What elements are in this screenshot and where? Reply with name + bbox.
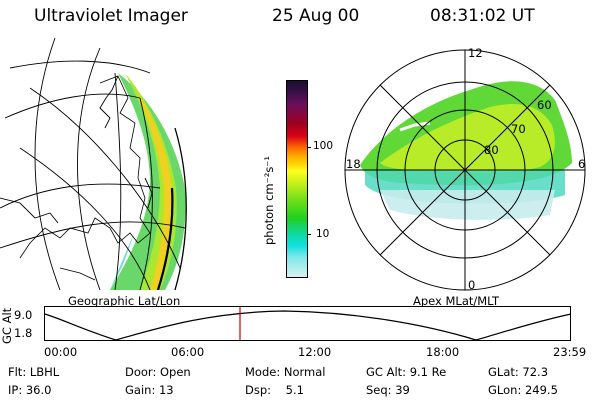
mlt-label-18: 18 xyxy=(346,157,361,171)
mlt-label-0: 0 xyxy=(468,278,476,292)
app-title: Ultraviolet Imager xyxy=(34,6,188,26)
polar-plot xyxy=(344,49,586,291)
mlat-label-60: 60 xyxy=(537,98,552,112)
gc-alt-tick-low: 1.8 xyxy=(14,326,33,340)
time-tick-0000: 00:00 xyxy=(44,345,78,359)
colorbar-unit-label: photon cm⁻²s⁻¹ xyxy=(262,156,276,245)
info-glon: GLon: 249.5 xyxy=(488,383,558,397)
gc-alt-axis-label: GC Alt xyxy=(0,307,14,344)
observation-date: 25 Aug 00 xyxy=(272,6,360,26)
info-dsp: Dsp: 5.1 xyxy=(245,383,304,397)
info-door: Door: Open xyxy=(125,365,191,379)
time-tick-1200: 12:00 xyxy=(298,345,332,359)
time-tick-0600: 06:00 xyxy=(171,345,205,359)
altitude-timeline xyxy=(44,306,572,341)
mlt-label-6: 6 xyxy=(578,157,586,171)
mlat-label-80: 80 xyxy=(484,143,499,157)
mlt-label-12: 12 xyxy=(468,46,483,60)
colorbar-tick-100: 100 xyxy=(313,140,334,152)
info-glat: GLat: 72.3 xyxy=(488,365,549,379)
info-ip: IP: 36.0 xyxy=(8,383,52,397)
info-gc-alt: GC Alt: 9.1 Re xyxy=(366,365,447,379)
map-caption: Geographic Lat/Lon xyxy=(68,294,181,308)
info-gain: Gain: 13 xyxy=(125,383,174,397)
color-scale-bar xyxy=(286,80,308,278)
mlat-label-70: 70 xyxy=(511,122,526,136)
info-seq: Seq: 39 xyxy=(366,383,410,397)
time-tick-1800: 18:00 xyxy=(426,345,460,359)
colorbar-tick-10: 10 xyxy=(316,228,330,240)
polar-caption: Apex MLat/MLT xyxy=(413,294,500,308)
time-tick-2359: 23:59 xyxy=(553,345,587,359)
geographic-map xyxy=(0,37,187,290)
tick-100 xyxy=(307,147,311,148)
observation-time: 08:31:02 UT xyxy=(430,6,535,26)
tick-10 xyxy=(307,234,311,235)
info-mode: Mode: Normal xyxy=(245,365,326,379)
info-flt: Flt: LBHL xyxy=(8,365,60,379)
gc-alt-tick-high: 9.0 xyxy=(14,308,33,322)
